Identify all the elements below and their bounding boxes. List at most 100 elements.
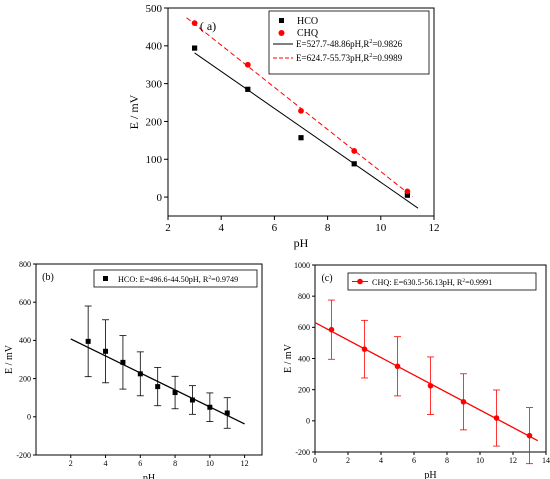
data-point-hco bbox=[245, 86, 251, 92]
legend-fit-main: E=624.7-55.73pH,R bbox=[296, 53, 369, 63]
legend-fit-main: E=527.7-48.86pH,R bbox=[296, 39, 369, 49]
y-tick-label: 1000 bbox=[294, 261, 310, 270]
legend-main: CHQ: E=630.5-56.13pH, R bbox=[372, 278, 463, 287]
x-tick-label: 0 bbox=[313, 456, 317, 465]
data-point-hco bbox=[351, 161, 357, 167]
legend-box bbox=[347, 272, 537, 291]
legend-fit-sup: 2 bbox=[369, 39, 372, 45]
y-tick-label: 0 bbox=[306, 417, 310, 426]
x-tick-label: 4 bbox=[104, 459, 108, 468]
data-point-chq bbox=[328, 326, 335, 333]
panel-label: (b) bbox=[42, 272, 54, 283]
y-tick-label: 200 bbox=[298, 385, 310, 394]
legend-marker-chq bbox=[278, 30, 285, 36]
y-tick-label: 400 bbox=[19, 336, 31, 345]
y-tick-label: 200 bbox=[19, 374, 31, 383]
data-point-hco bbox=[207, 404, 213, 410]
fit-line-0 bbox=[194, 52, 419, 209]
y-tick-label: 0 bbox=[157, 192, 163, 204]
legend-fit-tail: =0.9826 bbox=[372, 39, 402, 49]
legend-marker-hco bbox=[279, 18, 284, 23]
x-tick-label: 10 bbox=[206, 459, 214, 468]
legend-label: HCO: E=496.6-44.50pH, R2=0.9749 bbox=[118, 275, 238, 284]
data-point-hco bbox=[298, 135, 304, 141]
x-tick-label: 14 bbox=[542, 456, 550, 465]
x-axis-label: pH bbox=[424, 470, 436, 479]
y-tick-label: 0 bbox=[27, 413, 31, 422]
legend-marker bbox=[357, 278, 363, 285]
data-point-hco bbox=[103, 348, 109, 354]
data-point-hco bbox=[192, 45, 198, 51]
y-tick-label: 300 bbox=[146, 78, 163, 90]
data-point-chq bbox=[244, 61, 251, 68]
y-axis-label: E / mV bbox=[283, 343, 294, 373]
legend-label: CHQ: E=630.5-56.13pH, R2=0.9991 bbox=[372, 278, 492, 287]
data-point-chq bbox=[460, 399, 467, 405]
legend-marker bbox=[103, 276, 108, 281]
panel-label: ( a) bbox=[200, 19, 216, 33]
data-point-hco bbox=[137, 371, 143, 377]
y-tick-label: 400 bbox=[298, 354, 310, 363]
data-point-chq bbox=[404, 188, 411, 195]
legend-fit-tail: =0.9989 bbox=[372, 53, 402, 63]
x-tick-label: 4 bbox=[218, 222, 224, 234]
data-point-chq bbox=[298, 107, 304, 114]
legend-tail: =0.9991 bbox=[465, 278, 492, 287]
x-axis-label: pH bbox=[294, 236, 309, 250]
legend-tail: =0.9749 bbox=[211, 275, 238, 284]
data-point-hco bbox=[224, 410, 230, 416]
data-point-hco bbox=[85, 338, 91, 344]
legend-fit-label-1: E=624.7-55.73pH,R2=0.9989 bbox=[296, 53, 403, 63]
x-tick-label: 10 bbox=[375, 222, 387, 234]
x-axis-label: pH bbox=[143, 473, 155, 479]
legend-sup: 2 bbox=[462, 278, 465, 284]
x-tick-label: 6 bbox=[138, 459, 142, 468]
fit-line-1 bbox=[186, 17, 414, 198]
data-point-hco bbox=[404, 192, 410, 198]
y-tick-label: 200 bbox=[146, 116, 163, 128]
panel-label: (c) bbox=[321, 273, 332, 284]
y-tick-label: -200 bbox=[295, 448, 310, 457]
legend-box bbox=[93, 269, 258, 288]
x-tick-label: 8 bbox=[173, 459, 177, 468]
y-tick-label: 600 bbox=[19, 298, 31, 307]
x-tick-label: 2 bbox=[69, 459, 73, 468]
data-point-hco bbox=[189, 397, 195, 403]
data-point-chq bbox=[191, 20, 198, 27]
data-point-hco bbox=[120, 359, 126, 365]
data-point-chq bbox=[493, 415, 500, 421]
panel-b: 2 4 6 8 10 12 -200 0 200 400 600 800 pH E / mV (b) HCO:… bbox=[4, 260, 263, 479]
fit-line-0 bbox=[314, 322, 539, 442]
legend-label-chq: CHQ bbox=[297, 28, 319, 39]
x-tick-label: 8 bbox=[445, 456, 449, 465]
legend-label-hco: HCO bbox=[297, 16, 318, 27]
data-point-chq bbox=[526, 432, 533, 439]
x-tick-label: 12 bbox=[509, 456, 517, 465]
x-tick-label: 6 bbox=[412, 456, 416, 465]
data-point-chq bbox=[351, 148, 358, 154]
x-tick-label: 4 bbox=[379, 456, 383, 465]
x-tick-label: 6 bbox=[272, 222, 278, 234]
data-point-chq bbox=[361, 346, 368, 352]
x-tick-label: 2 bbox=[165, 222, 171, 234]
y-tick-label: 800 bbox=[19, 260, 31, 269]
x-tick-label: 8 bbox=[325, 222, 331, 234]
data-point-chq bbox=[394, 363, 401, 370]
y-tick-label: 400 bbox=[146, 41, 163, 53]
data-point-chq bbox=[427, 382, 434, 389]
x-tick-label: 12 bbox=[429, 222, 440, 234]
plot-frame bbox=[35, 263, 263, 456]
y-tick-label: -200 bbox=[16, 451, 31, 460]
y-axis-label: E / mV bbox=[4, 344, 15, 374]
legend-main: HCO: E=496.6-44.50pH, R bbox=[118, 275, 209, 284]
x-tick-label: 10 bbox=[476, 456, 484, 465]
y-tick-label: 800 bbox=[298, 292, 310, 301]
y-tick-label: 500 bbox=[146, 3, 163, 15]
legend-sup: 2 bbox=[208, 275, 211, 281]
x-tick-label: 2 bbox=[346, 456, 350, 465]
legend-fit-sup: 2 bbox=[369, 53, 372, 59]
legend-box bbox=[268, 10, 430, 75]
y-tick-label: 100 bbox=[146, 154, 163, 166]
panel-a: 2 4 6 8 10 12 0 100 200 300 400 500 pH E / mV ( a) HCOC… bbox=[127, 3, 440, 250]
